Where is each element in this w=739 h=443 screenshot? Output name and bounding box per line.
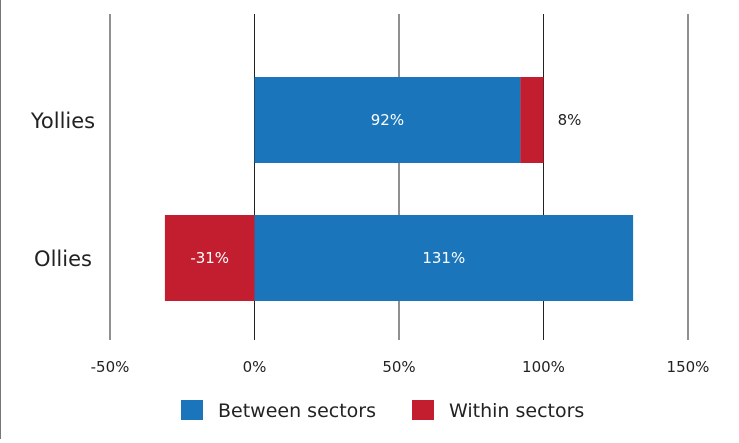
bar-value-label: 8% xyxy=(558,111,582,129)
bar-value-label: 131% xyxy=(422,249,465,267)
x-tick-label: 100% xyxy=(522,358,565,376)
category-label: Yollies xyxy=(30,109,95,133)
bar-segment xyxy=(164,215,255,301)
legend-swatch xyxy=(412,400,434,420)
legend-label: Within sectors xyxy=(449,400,584,422)
bar-segment xyxy=(254,77,521,163)
bars xyxy=(164,77,634,301)
category-label: Ollies xyxy=(34,247,92,271)
category-labels: Yollies Ollies xyxy=(30,109,95,271)
x-tick-label: 0% xyxy=(243,358,267,376)
legend-swatch xyxy=(181,400,203,420)
x-tick-labels: -50% 0% 50% 100% 150% xyxy=(91,358,710,376)
bar-segment xyxy=(254,215,634,301)
x-tick-label: -50% xyxy=(91,358,130,376)
bar-value-label: 92% xyxy=(371,111,404,129)
bar-labels: 92% 8% 131% -31% xyxy=(190,111,581,267)
bar-value-label: -31% xyxy=(190,249,229,267)
bar-segment xyxy=(520,77,544,163)
x-tick-label: 50% xyxy=(382,358,415,376)
legend-label: Between sectors xyxy=(218,400,376,422)
legend: Between sectors Within sectors xyxy=(181,400,584,422)
x-tick-label: 150% xyxy=(667,358,710,376)
